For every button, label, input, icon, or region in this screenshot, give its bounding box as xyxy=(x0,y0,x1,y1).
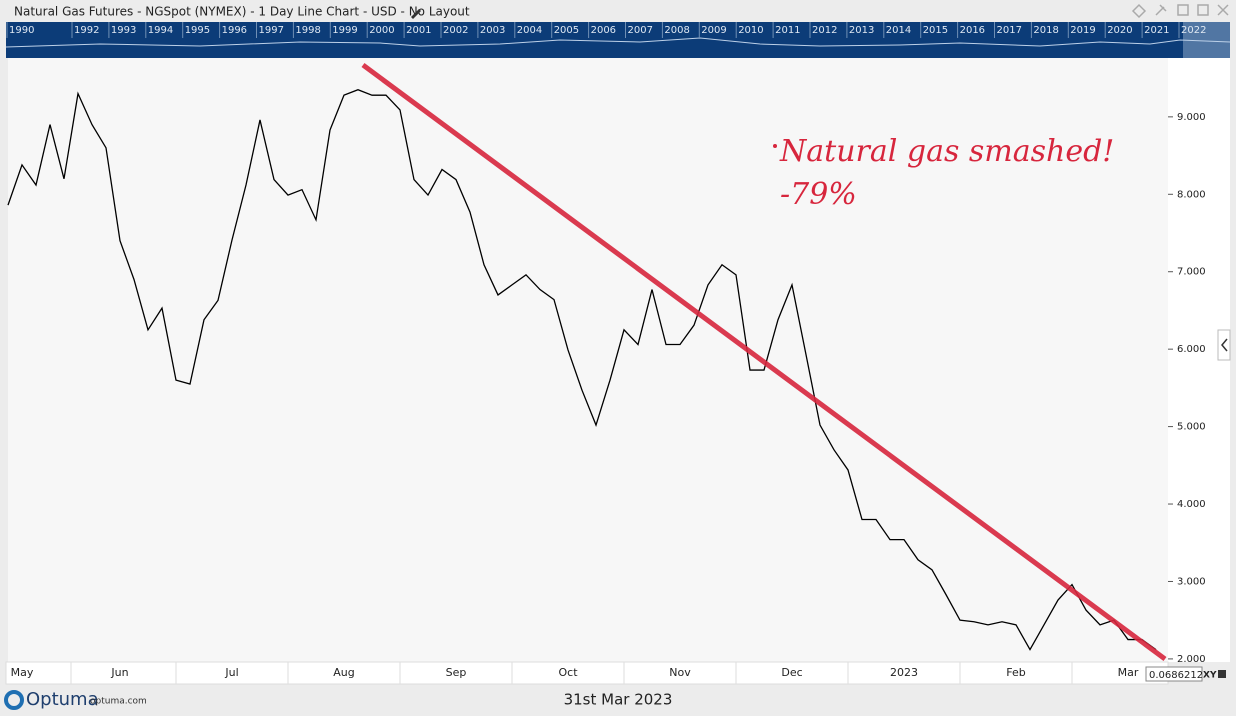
navigator-year: 2007 xyxy=(628,25,653,36)
x-tick-label: Sep xyxy=(446,666,467,679)
x-tick-label: Aug xyxy=(333,666,354,679)
navigator-year: 2017 xyxy=(997,25,1022,36)
navigator-year: 1998 xyxy=(295,25,320,36)
lock-icon[interactable] xyxy=(1218,670,1226,678)
navigator-year: 2000 xyxy=(369,25,394,36)
navigator-year: 2015 xyxy=(923,25,948,36)
navigator-line xyxy=(5,37,1231,48)
navigator-year: 2020 xyxy=(1107,25,1132,36)
x-tick-label: Feb xyxy=(1006,666,1025,679)
y-tick-label: 9.000 xyxy=(1177,112,1206,123)
navigator-year: 1996 xyxy=(222,25,247,36)
window-controls[interactable] xyxy=(1131,3,1229,19)
navigator-year: 2013 xyxy=(849,25,874,36)
x-tick-label: Mar xyxy=(1118,666,1139,679)
navigator-year: 2011 xyxy=(775,25,800,36)
price-line xyxy=(7,89,1157,651)
annotation-dot xyxy=(773,144,777,148)
navigator-year: 1997 xyxy=(259,25,284,36)
navigator-year: 2003 xyxy=(480,25,505,36)
x-axis-area xyxy=(5,661,1169,685)
window-title: Natural Gas Futures - NGSpot (NYMEX) - 1… xyxy=(14,5,470,19)
brand-logo xyxy=(4,690,24,710)
navigator-year: 2002 xyxy=(443,25,468,36)
trend-line xyxy=(361,62,1167,662)
navigator-year: 2008 xyxy=(664,25,689,36)
navigator-year: 1999 xyxy=(332,25,357,36)
navigator-year: 1995 xyxy=(185,25,210,36)
navigator-year: 2001 xyxy=(406,25,431,36)
navigator-years: 1990 1992 1993 1994 1995 1996 1997 1998 1999 2000… xyxy=(6,22,1206,38)
x-tick-label: Jun xyxy=(110,666,128,679)
brand-url: optuma.com xyxy=(90,697,147,707)
y-tick-label: 5.000 xyxy=(1177,422,1206,433)
y-tick-label: 4.000 xyxy=(1177,499,1206,510)
navigator-year: 2006 xyxy=(591,25,616,36)
y-tick-label: 8.000 xyxy=(1177,189,1206,200)
xy-button[interactable]: XY xyxy=(1203,671,1217,681)
y-tick-label: 3.000 xyxy=(1177,576,1206,587)
x-tick-label: 2023 xyxy=(890,666,918,679)
navigator-year: 2016 xyxy=(960,25,985,36)
navigator-year: 2012 xyxy=(812,25,837,36)
side-toggle[interactable] xyxy=(1217,329,1231,361)
x-tick-label: Nov xyxy=(669,666,691,679)
plot-area xyxy=(8,58,1168,662)
annotation: Natural gas smashed! xyxy=(779,134,1114,169)
navigator-year: 2010 xyxy=(738,25,763,36)
navigator-year: 2022 xyxy=(1181,25,1206,36)
y-tick-label: 7.000 xyxy=(1177,267,1206,278)
navigator-year: 2018 xyxy=(1033,25,1058,36)
x-tick-label: Dec xyxy=(781,666,802,679)
cursor-value: 0.0686212 xyxy=(1149,670,1203,681)
navigator-year: 1990 xyxy=(9,25,34,36)
navigator[interactable] xyxy=(6,22,1230,58)
footer-date: 31st Mar 2023 xyxy=(564,691,673,709)
navigator-year: 1992 xyxy=(74,25,99,36)
brand: Optuma xyxy=(26,689,99,710)
x-tick-label: Jul xyxy=(224,666,238,679)
x-tick-label: May xyxy=(11,666,34,679)
navigator-year: 1993 xyxy=(111,25,136,36)
x-tick-label: Oct xyxy=(558,666,578,679)
navigator-year: 2004 xyxy=(517,25,542,36)
navigator-year: 1994 xyxy=(148,25,173,36)
navigator-year: 2005 xyxy=(554,25,579,36)
y-tick-label: 6.000 xyxy=(1177,344,1206,355)
y-tick-label: 2.000 xyxy=(1177,654,1206,665)
cursor-value-box xyxy=(1145,666,1203,682)
navigator-year: 2021 xyxy=(1144,25,1169,36)
annotation: -79% xyxy=(780,177,857,212)
navigator-year: 2009 xyxy=(701,25,726,36)
navigator-year: 2014 xyxy=(886,25,911,36)
edit-icon[interactable] xyxy=(411,9,421,19)
side-toggle-icon xyxy=(1221,338,1228,352)
navigator-year: 2019 xyxy=(1070,25,1095,36)
